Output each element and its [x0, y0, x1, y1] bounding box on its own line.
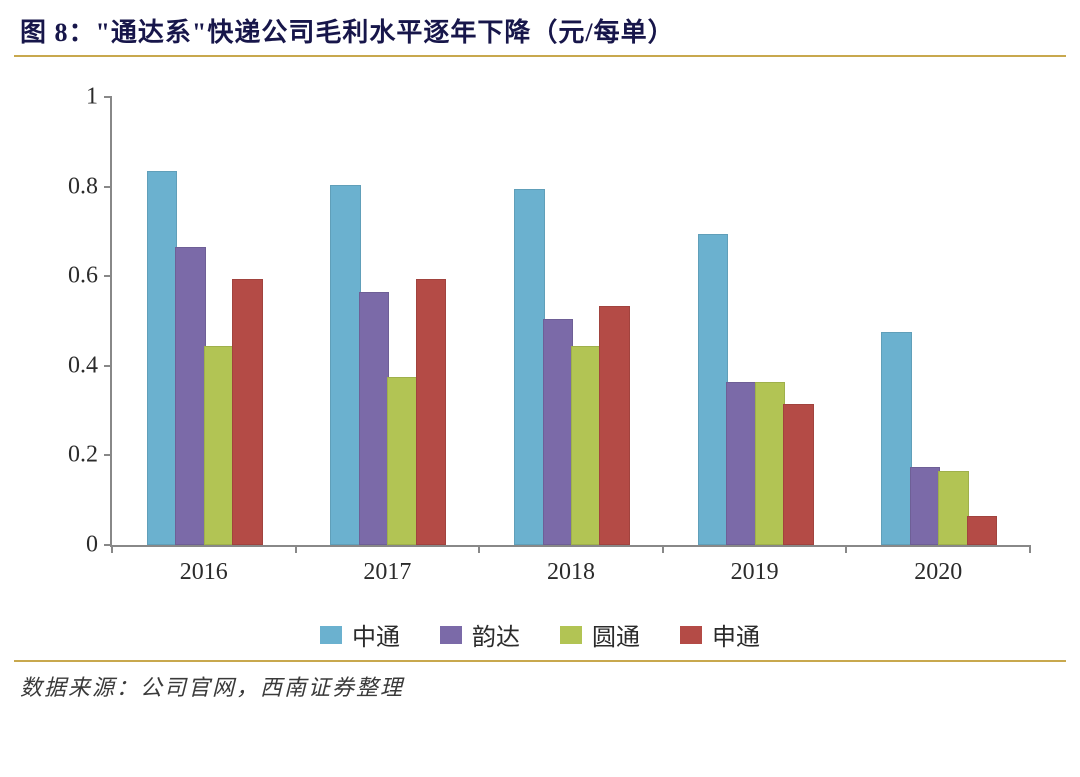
y-tick-mark	[104, 365, 112, 367]
legend-swatch	[440, 626, 462, 644]
x-tick-mark	[1029, 545, 1031, 553]
legend-swatch	[560, 626, 582, 644]
y-tick-mark	[104, 96, 112, 98]
bar	[387, 377, 417, 545]
figure-title: 图 8："通达系"快递公司毛利水平逐年下降（元/每单）	[0, 0, 1080, 55]
x-tick-mark	[111, 545, 113, 553]
bar	[330, 185, 360, 545]
x-tick-mark	[845, 545, 847, 553]
legend-item: 中通	[320, 617, 400, 652]
x-tick-label: 2017	[363, 545, 411, 586]
y-tick-mark	[104, 454, 112, 456]
x-tick-label: 2016	[180, 545, 228, 586]
bar	[204, 346, 234, 545]
bar	[938, 471, 968, 545]
bar	[147, 171, 177, 545]
x-tick-label: 2019	[731, 545, 779, 586]
legend-label: 圆通	[592, 617, 640, 652]
legend-label: 韵达	[472, 617, 520, 652]
x-tick-mark	[478, 545, 480, 553]
chart-area: 00.20.40.60.8120162017201820192020	[40, 87, 1040, 607]
bar	[599, 306, 629, 545]
x-tick-mark	[295, 545, 297, 553]
bar	[910, 467, 940, 545]
divider-top	[14, 55, 1066, 57]
x-tick-label: 2020	[914, 545, 962, 586]
bar	[755, 382, 785, 545]
legend-item: 申通	[680, 617, 760, 652]
legend-label: 中通	[352, 617, 400, 652]
figure-container: 图 8："通达系"快递公司毛利水平逐年下降（元/每单） 00.20.40.60.…	[0, 0, 1080, 777]
legend-item: 韵达	[440, 617, 520, 652]
bar	[359, 292, 389, 545]
legend-swatch	[680, 626, 702, 644]
bar	[967, 516, 997, 545]
bar	[416, 279, 446, 545]
legend-label: 申通	[712, 617, 760, 652]
bar	[571, 346, 601, 545]
bar	[881, 332, 911, 545]
source-note: 数据来源：公司官网，西南证券整理	[0, 662, 1080, 702]
bar	[698, 234, 728, 545]
legend-item: 圆通	[560, 617, 640, 652]
bar	[783, 404, 813, 545]
bar	[232, 279, 262, 545]
bar	[175, 247, 205, 545]
y-tick-mark	[104, 275, 112, 277]
x-tick-label: 2018	[547, 545, 595, 586]
bar	[543, 319, 573, 545]
bar	[726, 382, 756, 545]
plot-region: 00.20.40.60.8120162017201820192020	[110, 97, 1030, 547]
legend-swatch	[320, 626, 342, 644]
x-tick-mark	[662, 545, 664, 553]
legend: 中通 韵达 圆通 申通	[40, 617, 1040, 652]
y-tick-mark	[104, 186, 112, 188]
bar	[514, 189, 544, 545]
